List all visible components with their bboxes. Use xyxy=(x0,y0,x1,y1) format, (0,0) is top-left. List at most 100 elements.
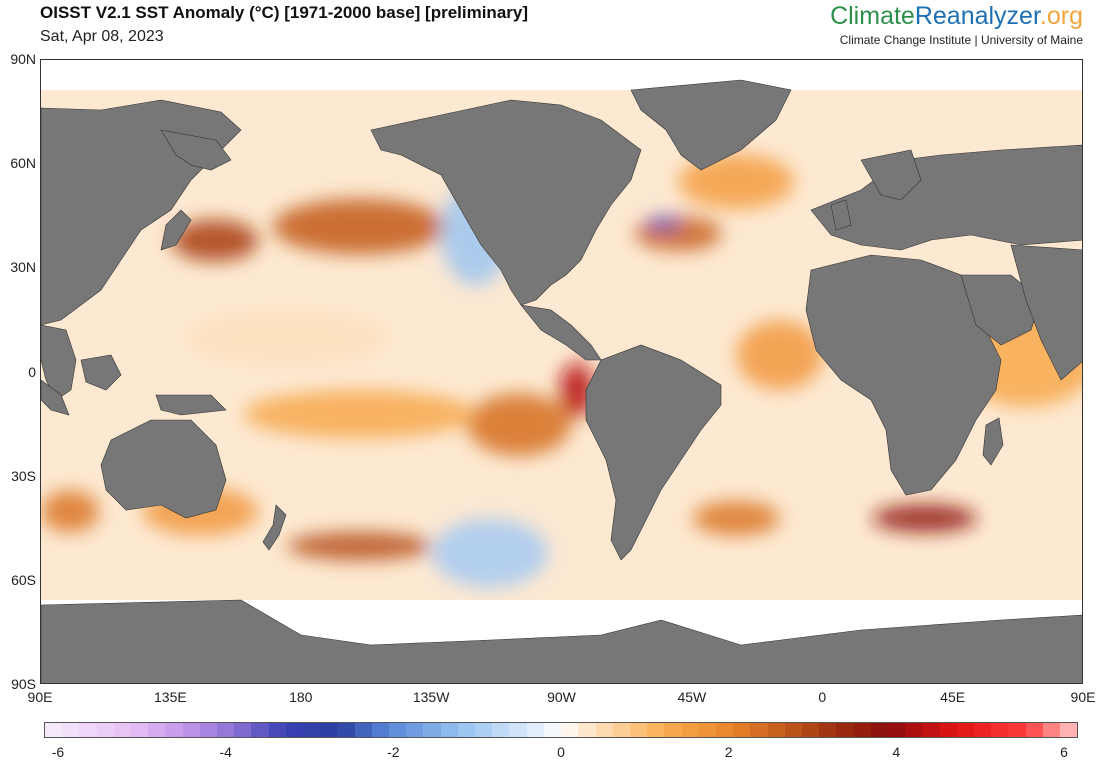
colorbar-segment xyxy=(647,723,665,737)
colorbar-segment xyxy=(423,723,441,737)
colorbar-segment xyxy=(561,723,579,737)
lat-label-2: 30N xyxy=(10,259,36,276)
lon-label-5: 45W xyxy=(677,689,707,705)
anomaly-region-8 xyxy=(646,216,682,231)
colorbar-segment xyxy=(801,723,820,737)
land-new-zealand xyxy=(262,504,287,551)
lat-label-5: 60S xyxy=(11,571,36,588)
colorbar-segment xyxy=(440,723,458,737)
land-british-isles xyxy=(830,199,852,231)
land-new-guinea xyxy=(155,394,227,416)
colorbar-segment xyxy=(131,723,149,737)
map-title: OISST V2.1 SST Anomaly (°C) [1971-2000 b… xyxy=(40,3,529,22)
lat-label-6: 90S xyxy=(11,676,36,692)
colorbar-segment xyxy=(1008,723,1026,737)
anomaly-region-17 xyxy=(41,490,99,533)
sst-anomaly-map[interactable] xyxy=(40,59,1083,684)
colorbar-segment xyxy=(234,723,252,737)
colorbar-segment xyxy=(629,723,648,737)
colorbar-segment xyxy=(887,723,906,737)
colorbar-segment xyxy=(1059,723,1078,737)
anomaly-region-9 xyxy=(678,153,795,210)
colorbar-segment xyxy=(664,723,682,737)
colorbar-segment xyxy=(285,723,304,737)
colorbar-tick-1: -4 xyxy=(219,744,232,760)
colorbar-segment xyxy=(509,723,527,737)
land-arabia xyxy=(960,274,1042,346)
colorbar-segment xyxy=(526,723,544,737)
brand-part-org: .org xyxy=(1039,2,1083,30)
anomaly-region-0 xyxy=(272,198,447,255)
land-kamchatka xyxy=(160,129,232,171)
land-australia xyxy=(100,419,227,519)
colorbar-segment xyxy=(96,723,114,737)
colorbar-tick-6: 6 xyxy=(1060,744,1068,760)
colorbar-segment xyxy=(79,723,97,737)
colorbar-segment xyxy=(578,723,596,737)
anomaly-region-11 xyxy=(872,504,977,533)
colorbar-segment xyxy=(371,723,390,737)
colorbar-segment xyxy=(199,723,218,737)
anomaly-colorbar xyxy=(44,722,1078,738)
land-south-america xyxy=(585,344,722,561)
brand-logo[interactable]: ClimateReanalyzer.org xyxy=(830,2,1083,31)
lat-label-3: 0 xyxy=(28,363,36,380)
colorbar-segment xyxy=(268,723,286,737)
land-indochina xyxy=(41,324,77,401)
lon-label-3: 135W xyxy=(412,689,450,705)
anomaly-region-4 xyxy=(243,389,476,439)
colorbar-segment xyxy=(475,723,493,737)
colorbar-segment xyxy=(303,723,321,737)
colorbar-segment xyxy=(406,723,424,737)
colorbar-segment xyxy=(853,723,871,737)
colorbar-segment xyxy=(543,723,562,737)
anomaly-region-14 xyxy=(432,518,549,588)
colorbar-segment xyxy=(973,723,992,737)
anomaly-region-10 xyxy=(736,320,824,390)
colorbar-segment xyxy=(784,723,802,737)
colorbar-segment xyxy=(62,723,80,737)
anomaly-region-5 xyxy=(287,532,433,560)
colorbar-segment xyxy=(1042,723,1060,737)
lon-label-1: 135E xyxy=(154,689,187,705)
colorbar-segment xyxy=(750,723,768,737)
colorbar-segment xyxy=(389,723,407,737)
map-date: Sat, Apr 08, 2023 xyxy=(40,28,164,45)
lon-label-8: 90E xyxy=(1070,689,1096,705)
lon-label-7: 45E xyxy=(940,689,966,705)
land-africa xyxy=(805,254,1002,496)
lat-label-0: 90N xyxy=(10,51,36,67)
colorbar-segment xyxy=(767,723,785,737)
lat-label-4: 30S xyxy=(11,467,36,484)
colorbar-segment xyxy=(182,723,200,737)
colorbar-tick-5: 4 xyxy=(892,744,901,760)
colorbar-segment xyxy=(956,723,974,737)
colorbar-segment xyxy=(251,723,269,737)
colorbar-tick-2: -2 xyxy=(387,744,400,760)
lon-label-4: 90W xyxy=(547,689,576,705)
colorbar-segment xyxy=(217,723,235,737)
colorbar-tick-3: 0 xyxy=(557,744,565,760)
colorbar-segment xyxy=(698,723,716,737)
land-layer xyxy=(41,79,1082,683)
land-madagascar xyxy=(982,417,1004,466)
colorbar-segment xyxy=(681,723,699,737)
colorbar-segment xyxy=(939,723,957,737)
colorbar-segment xyxy=(991,723,1009,737)
lon-label-2: 180 xyxy=(289,689,313,705)
lon-label-0: 90E xyxy=(27,689,53,705)
land-scandinavia xyxy=(860,149,922,201)
brand-part-reanalyzer: Reanalyzer xyxy=(914,2,1040,30)
colorbar-segment xyxy=(819,723,837,737)
land-borneo xyxy=(80,354,122,391)
colorbar-segment xyxy=(595,723,613,737)
anomaly-region-15 xyxy=(185,310,389,366)
land-north-america xyxy=(370,99,642,306)
colorbar-segment xyxy=(733,723,751,737)
anomaly-region-3 xyxy=(466,393,572,456)
colorbar-segment xyxy=(45,723,63,737)
land-antarctica xyxy=(41,599,1082,683)
colorbar-segment xyxy=(1025,723,1043,737)
colorbar-segment xyxy=(165,723,183,737)
colorbar-segment xyxy=(715,723,734,737)
